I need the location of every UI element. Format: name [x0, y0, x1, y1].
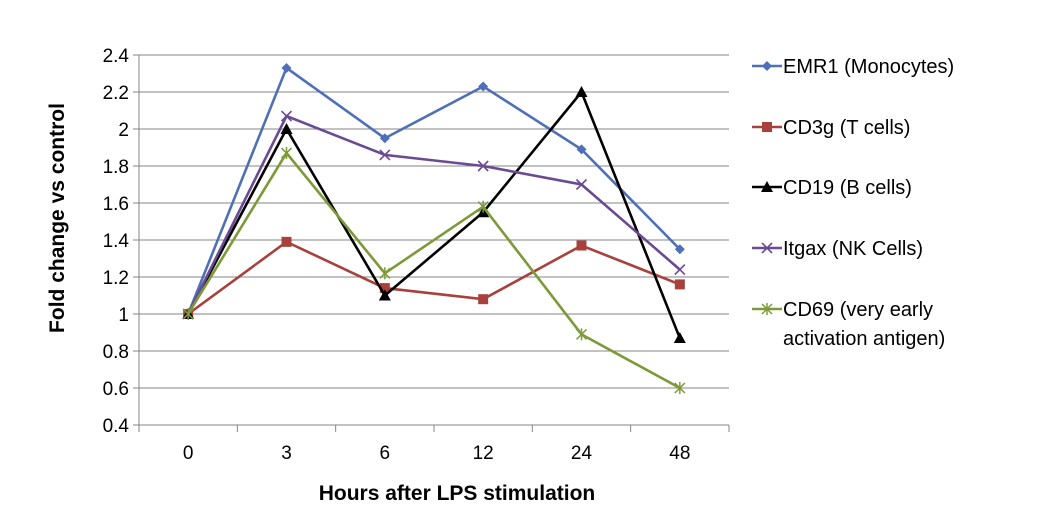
data-point-marker	[761, 242, 773, 254]
data-point-marker	[182, 308, 194, 320]
legend-label: CD3g (T cells)	[783, 117, 910, 139]
y-tick-label: 1.4	[103, 231, 130, 252]
data-point-marker	[576, 240, 587, 251]
x-tick-label: 3	[281, 443, 292, 464]
data-point-marker	[280, 147, 293, 160]
y-tick-label: 2.2	[103, 83, 129, 104]
y-tick-labels: 0.4 0.6 0.8 1 1.2 1.4 1.6 1.8 2 2.2 2.4	[103, 46, 130, 437]
legend-item: Itgax (NK Cells)	[752, 238, 923, 260]
data-point-marker	[673, 332, 686, 344]
data-point-marker	[761, 181, 773, 192]
data-point-marker	[478, 81, 489, 92]
data-point-marker	[761, 303, 773, 315]
x-axis-title: Hours after LPS stimulation	[319, 482, 596, 505]
x-tick-label: 6	[380, 443, 391, 464]
series-line	[187, 150, 681, 390]
data-point-marker	[378, 289, 391, 301]
series-line	[186, 65, 681, 315]
legend-item: EMR1 (Monocytes)	[752, 56, 954, 78]
series-4	[182, 147, 686, 394]
series-1	[183, 236, 685, 319]
y-tick-label: 2.4	[103, 46, 130, 67]
data-point-marker	[674, 264, 686, 276]
y-tick-label: 1	[118, 305, 129, 326]
data-point-marker	[379, 133, 390, 144]
y-tick-label: 2	[118, 120, 129, 141]
y-tick-label: 0.6	[103, 379, 129, 400]
series-3	[182, 110, 686, 320]
data-point-marker	[674, 382, 686, 394]
data-point-marker	[281, 236, 292, 247]
series-line	[187, 240, 681, 316]
data-point-marker	[280, 110, 293, 122]
data-point-marker	[575, 328, 588, 341]
x-tick-label: 12	[473, 443, 494, 464]
y-axis-title: Fold change vs control	[46, 103, 69, 333]
data-point-marker	[674, 279, 685, 290]
data-point-marker	[379, 267, 391, 280]
data-point-marker	[281, 62, 292, 73]
data-point-marker	[575, 178, 588, 191]
data-point-marker	[477, 160, 489, 172]
data-point-marker	[762, 122, 772, 132]
data-point-marker	[576, 144, 587, 155]
legend-label: Itgax (NK Cells)	[783, 238, 923, 260]
y-tick-label: 1.6	[103, 194, 129, 215]
series-0	[183, 62, 685, 319]
y-tick-label: 0.8	[103, 342, 129, 363]
data-point-marker	[379, 283, 390, 294]
y-tick-label: 0.4	[103, 416, 130, 437]
y-tick-label: 1.8	[103, 157, 129, 178]
data-point-marker	[477, 200, 489, 213]
y-tick-label: 1.2	[103, 268, 129, 289]
data-point-marker	[674, 244, 685, 255]
legend-label: CD69 (very early	[783, 299, 933, 321]
legend-item: CD3g (T cells)	[752, 117, 910, 139]
series-line	[187, 89, 682, 339]
legend-label: EMR1 (Monocytes)	[783, 56, 954, 78]
legend-item: CD19 (B cells)	[752, 177, 912, 199]
legend-item: CD69 (very early activation antigen)	[752, 299, 945, 350]
axes	[133, 54, 730, 432]
series-2	[182, 86, 686, 344]
x-tick-label: 48	[669, 443, 690, 464]
gridlines	[139, 54, 729, 389]
x-tick-label: 0	[183, 443, 194, 464]
x-tick-labels: 0 3 6 12 24 48	[183, 443, 691, 464]
legend: EMR1 (Monocytes) CD3g (T cells) CD19 (B ce…	[752, 56, 954, 350]
data-point-marker	[575, 86, 588, 97]
data-point-marker	[762, 61, 772, 71]
legend-label: activation antigen)	[783, 328, 945, 350]
data-point-marker	[379, 149, 391, 161]
data-point-marker	[280, 123, 293, 134]
x-tick-label: 24	[571, 443, 593, 464]
data-series	[182, 62, 686, 394]
series-line	[187, 114, 681, 315]
legend-label: CD19 (B cells)	[783, 177, 912, 199]
data-point-marker	[478, 294, 489, 305]
